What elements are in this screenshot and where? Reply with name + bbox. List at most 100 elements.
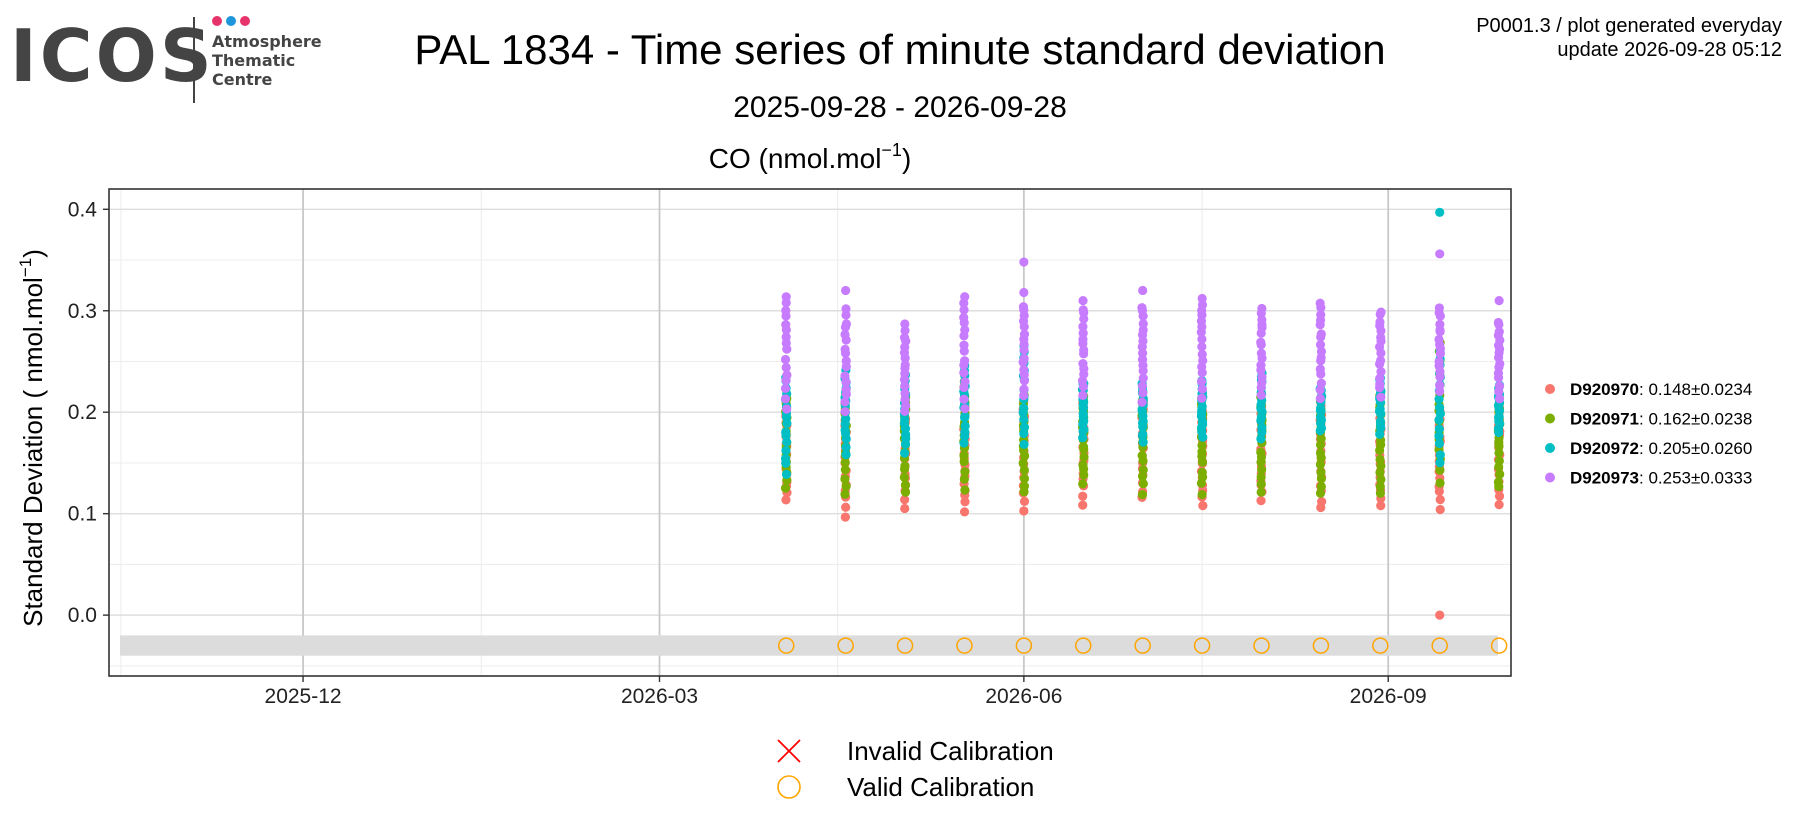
data-point	[899, 472, 909, 482]
data-point	[1435, 380, 1445, 390]
data-point	[1434, 356, 1444, 367]
data-point	[1019, 422, 1030, 432]
data-point	[1197, 467, 1207, 477]
data-point	[841, 319, 851, 329]
data-point	[1375, 454, 1385, 465]
data-point	[900, 494, 910, 505]
data-point	[1434, 334, 1444, 345]
meta-line-1: P0001.3 / plot generated everyday	[1476, 15, 1782, 37]
data-point	[900, 395, 910, 405]
data-point	[1376, 367, 1386, 377]
data-point	[1315, 448, 1326, 458]
data-point	[1079, 452, 1089, 462]
data-point	[1315, 340, 1326, 350]
data-point	[1078, 460, 1088, 470]
data-point	[840, 344, 850, 354]
data-point	[1495, 469, 1505, 479]
data-point	[1256, 479, 1266, 489]
legend-label-D920973: D920973: 0.253±0.0333	[1570, 469, 1752, 488]
data-point	[900, 487, 911, 497]
data-point	[780, 454, 791, 464]
data-point	[959, 394, 969, 404]
legend-label-D920972: D920972: 0.205±0.0260	[1570, 439, 1752, 458]
data-point	[781, 427, 791, 437]
data-point	[1078, 359, 1088, 369]
data-point	[840, 457, 850, 468]
logo-line-1: Atmosphere	[212, 32, 322, 51]
data-point	[780, 483, 791, 493]
y-tick-label: 0.2	[68, 401, 97, 424]
legend-key-D920972	[1545, 443, 1555, 453]
calibration-marker	[1015, 637, 1033, 654]
data-point	[1434, 431, 1444, 441]
data-point	[781, 362, 791, 373]
x-tick-label: 2026-03	[621, 685, 698, 708]
data-point	[1019, 329, 1030, 339]
data-point	[960, 421, 970, 431]
data-point	[1078, 500, 1088, 510]
data-point	[1256, 447, 1266, 457]
series-legend: D920970: 0.148±0.0234 D920971: 0.162±0.02…	[1545, 380, 1752, 488]
icos-logo: ICOS Atmosphere Thematic Centre	[10, 14, 322, 104]
data-point	[959, 368, 969, 378]
data-point	[1376, 474, 1386, 485]
data-point	[1257, 465, 1267, 475]
data-point	[1434, 303, 1444, 313]
data-point	[1317, 496, 1327, 507]
data-point	[960, 325, 970, 335]
data-point	[841, 356, 851, 366]
data-point	[1018, 458, 1028, 468]
calibration-legend-label: Invalid Calibration	[847, 736, 1054, 766]
y-tick-label: 0.1	[68, 503, 97, 526]
data-point-outlier	[841, 285, 851, 296]
data-point	[1316, 329, 1326, 339]
meta-line-2: update 2026-09-28 05:12	[1557, 39, 1782, 61]
data-point	[781, 469, 792, 479]
data-point	[1494, 381, 1505, 391]
data-point	[1078, 433, 1088, 443]
data-point	[1316, 378, 1327, 388]
data-point	[900, 503, 910, 514]
panel-border	[108, 188, 1512, 677]
data-point	[1435, 494, 1445, 505]
y-axis-label: Standard Deviation ( nmol.mol−1)	[16, 249, 48, 627]
data-point	[782, 370, 792, 380]
data-point	[1494, 500, 1504, 510]
data-point	[1019, 390, 1029, 401]
data-point	[1019, 384, 1029, 394]
data-point	[1493, 317, 1503, 328]
data-point	[899, 333, 910, 343]
calibration-marker	[1490, 637, 1508, 654]
data-point	[1138, 388, 1148, 398]
page-title: PAL 1834 - Time series of minute standar…	[414, 26, 1386, 73]
data-point	[1078, 296, 1088, 306]
data-point	[959, 450, 969, 461]
data-point	[841, 442, 851, 452]
data-point	[1494, 394, 1505, 404]
legend-label-D920970: D920970: 0.148±0.0234	[1570, 380, 1752, 399]
data-point	[1316, 481, 1326, 492]
logo-divider	[193, 17, 195, 103]
plot-area: 0.0 0.1 0.2 0.3 0.4 2025-12 2026-03 2026-06 2026…	[68, 188, 1512, 708]
data-point	[840, 371, 850, 381]
data-point	[1376, 332, 1386, 343]
data-point	[1316, 467, 1326, 477]
data-point	[840, 407, 850, 417]
data-point	[1197, 440, 1207, 451]
x-tick-label: 2025-12	[265, 685, 342, 708]
data-point	[1315, 298, 1325, 308]
data-point	[781, 446, 791, 456]
calibration-marker	[837, 637, 854, 654]
logo-wordmark: ICOS	[10, 14, 215, 98]
data-point-outlier	[1019, 257, 1029, 267]
data-point	[1078, 328, 1088, 338]
calibration-marker	[1253, 637, 1270, 654]
calibration-marker	[1372, 637, 1389, 654]
data-point	[841, 502, 851, 512]
logo-subtitle: Atmosphere Thematic Centre	[212, 32, 322, 89]
legend-key-D920973	[1545, 472, 1555, 483]
data-point	[1257, 303, 1267, 314]
data-point	[1494, 326, 1504, 337]
data-point	[781, 332, 791, 342]
